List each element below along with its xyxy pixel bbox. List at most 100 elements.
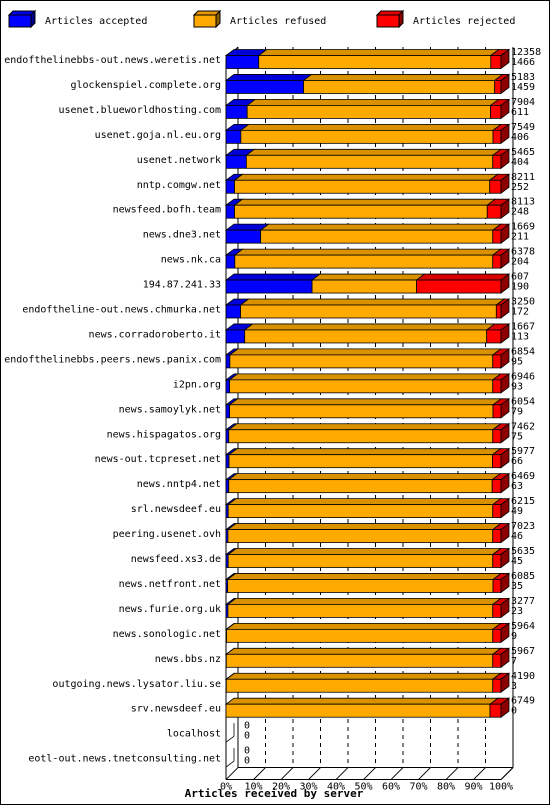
bar-face — [492, 129, 502, 144]
bar-face — [492, 404, 502, 419]
bar-face — [492, 379, 502, 394]
bar-face — [225, 204, 235, 219]
offered-label: 7462 — [511, 421, 535, 432]
floor-tick-line — [500, 767, 514, 780]
bar-face — [240, 129, 494, 144]
category-label: news.furie.org.uk — [119, 604, 221, 615]
bar-side — [500, 447, 510, 469]
x-tick-label: 20% — [272, 782, 290, 793]
bar-segment — [415, 273, 511, 294]
accepted-label: 611 — [511, 107, 529, 118]
bar-side — [500, 73, 510, 95]
bar-side — [500, 198, 510, 219]
accepted-label: 75 — [511, 431, 523, 442]
bar-segment — [239, 123, 503, 144]
accepted-label: 9 — [511, 631, 517, 642]
bar-face — [225, 653, 494, 668]
category-label: nntp.comgw.net — [137, 180, 221, 191]
bar-face — [225, 229, 262, 244]
bar-face — [234, 204, 488, 219]
floor-tick-line — [225, 767, 239, 780]
accepted-label: 204 — [511, 257, 529, 268]
offered-label: 7904 — [511, 97, 535, 108]
bar-face — [303, 80, 496, 94]
legend-swatch — [193, 14, 217, 28]
offered-label: 5977 — [511, 446, 535, 457]
bar-segment — [224, 697, 500, 718]
bar-side — [500, 123, 510, 145]
legend-item: Articles refused — [192, 9, 326, 29]
bar-face — [225, 429, 230, 444]
bar-face — [234, 254, 494, 269]
category-label: newsfeed.xs3.de — [131, 554, 221, 565]
bar-face — [494, 80, 502, 94]
bar-top — [233, 248, 502, 256]
bar-top — [226, 548, 502, 555]
bar-top — [259, 223, 502, 231]
bar-face — [229, 379, 494, 394]
category-label: usenet.blueworldhosting.com — [58, 105, 221, 116]
bars — [224, 48, 511, 768]
bar-segment — [225, 622, 502, 643]
bar-empty — [225, 748, 235, 768]
category-label: news.sonologic.net — [113, 629, 221, 640]
bar-side — [500, 148, 510, 170]
bar-top — [227, 448, 502, 456]
bar-face — [227, 604, 494, 618]
bar-top — [310, 273, 426, 281]
bar-top — [257, 49, 501, 56]
bar-segment — [227, 423, 502, 444]
bar-side — [500, 323, 510, 344]
legend-item: Articles accepted — [7, 9, 147, 29]
accepted-label: 248 — [511, 207, 529, 218]
floor-tick-line — [363, 767, 376, 780]
floor-tick-line — [335, 767, 349, 780]
accepted-label: 252 — [511, 182, 529, 193]
x-tick-label: 10% — [244, 782, 262, 793]
offered-label: 5183 — [511, 72, 535, 83]
offered-label: 7023 — [511, 521, 535, 532]
bar-top — [227, 423, 502, 431]
bar-top — [224, 273, 322, 281]
bar-face — [489, 179, 502, 194]
bar-top — [239, 298, 506, 306]
bar-side — [500, 422, 510, 444]
accepted-label: 95 — [511, 356, 523, 367]
bar-segment — [259, 223, 502, 244]
bar-face — [234, 179, 491, 194]
bar-face — [225, 55, 260, 69]
bar-segment — [233, 198, 497, 219]
bar-top — [239, 123, 503, 131]
bar-segment — [228, 348, 502, 369]
bar-side — [500, 298, 510, 319]
bar-top — [225, 647, 502, 655]
legend: Articles accepted Articles refused Article… — [7, 9, 515, 29]
bar-face — [490, 105, 502, 119]
bar-segment — [224, 49, 268, 69]
offered-label: 5635 — [511, 546, 535, 557]
accepted-label: 1466 — [511, 57, 535, 68]
bar-side — [500, 472, 510, 494]
category-label: usenet.goja.nl.eu.org — [95, 130, 221, 141]
bar-side — [500, 547, 510, 569]
bar-top — [224, 697, 500, 705]
offered-label: 6946 — [511, 371, 535, 382]
bar-segment — [257, 49, 501, 69]
x-axis-title: Articles received by server — [185, 787, 364, 800]
bar-top — [228, 373, 502, 381]
category-label: news.bbs.nz — [155, 654, 221, 665]
bar-face — [228, 454, 493, 469]
bar-segment — [243, 323, 496, 344]
bar-segment — [302, 74, 504, 94]
bar-side — [500, 248, 510, 269]
legend-swatch — [8, 14, 32, 28]
offered-label: 8113 — [511, 197, 535, 208]
bar-side — [500, 572, 510, 594]
bar-side — [500, 48, 510, 70]
bar-side — [500, 522, 510, 544]
bar-face — [225, 154, 247, 169]
accepted-label: 190 — [511, 282, 529, 293]
x-tick-label: 80% — [437, 782, 455, 793]
bar-side — [500, 397, 510, 419]
offered-label: 5465 — [511, 147, 535, 158]
